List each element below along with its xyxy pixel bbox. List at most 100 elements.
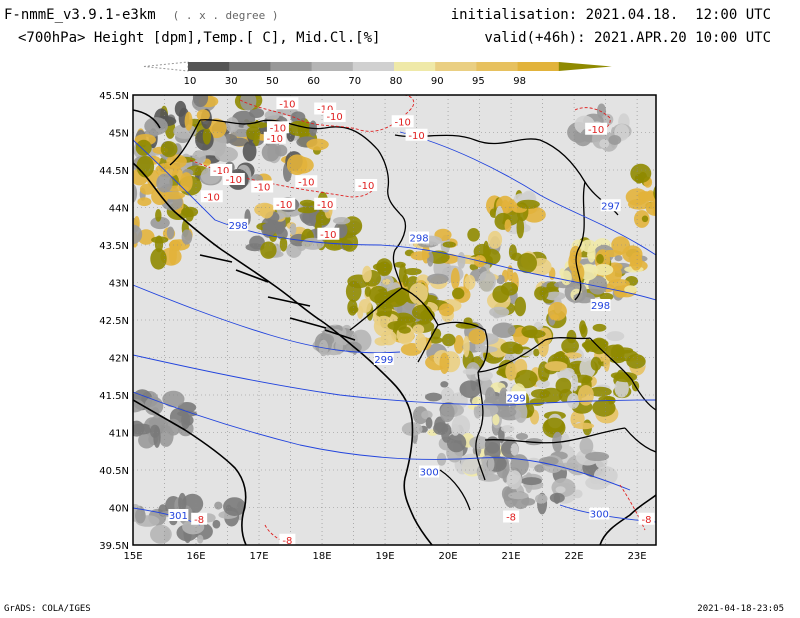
island-3 [267, 296, 311, 307]
longitude-label: 22E [565, 551, 584, 562]
longitude-label: 18E [313, 551, 332, 562]
temperature-contour-label: -10 [395, 117, 411, 128]
longitude-label: 21E [502, 551, 521, 562]
temperature-contour-label: -10 [326, 112, 342, 123]
cloud-cell [202, 127, 212, 145]
cloud-cell [212, 519, 221, 529]
cloud-cell [382, 278, 391, 285]
temp-label-bg [323, 110, 346, 122]
cloud-cell [214, 146, 238, 163]
cloud-cell [451, 424, 460, 436]
temperature-contour-label: -10 [588, 125, 604, 136]
cloud-cell [588, 275, 608, 295]
temp-label-bg [638, 512, 655, 525]
border-bulgaria-greece [589, 337, 656, 411]
island-2 [235, 269, 269, 283]
cloud-cell [150, 524, 172, 544]
cloud-cell [634, 210, 650, 228]
temperature-contour-label: -8 [506, 513, 516, 524]
cloud-cell [641, 215, 649, 223]
cloud-cell [181, 229, 193, 245]
cloud-cell [246, 126, 261, 140]
cloud-cell [535, 379, 550, 389]
temperature-contour-label: -10 [204, 192, 220, 203]
cloud-cell [136, 155, 155, 178]
cloud-cell [475, 402, 499, 417]
longitude-label: 20E [439, 551, 458, 562]
cloud-cell [487, 456, 495, 471]
cloud-cell [580, 324, 588, 338]
cloud-cell [409, 282, 428, 305]
latitude-label: 44.5N [99, 166, 129, 177]
colorbar-swatch [188, 62, 230, 71]
cloud-cell [592, 323, 607, 332]
footer-timestamp: 2021-04-18-23:05 [697, 604, 784, 614]
cloud-cell [364, 286, 372, 297]
latitude-label: 43N [109, 279, 129, 290]
cloud-cell [569, 245, 582, 265]
temp-label-bg [222, 173, 245, 185]
cloud-cell [166, 185, 190, 192]
cloud-cell [652, 208, 656, 216]
temperature-contour-label: -8 [194, 515, 204, 526]
cloud-cell [599, 292, 614, 301]
cloud-cell [242, 141, 257, 162]
cloud-cell [260, 241, 277, 259]
height-contour-label: 300 [420, 468, 439, 479]
cloud-cell [299, 199, 315, 207]
temp-label-bg [191, 512, 208, 525]
temp-label-bg [317, 227, 340, 240]
cloud-cell [403, 268, 422, 276]
cloud-cell [184, 111, 193, 131]
temp-label-bg [273, 197, 296, 210]
temperature-contour-label: -10 [298, 177, 314, 188]
border-montenegro [349, 287, 439, 363]
cloud-cell [347, 299, 358, 316]
temp-contour-minus10-middle [189, 159, 376, 198]
cloud-cell [539, 387, 563, 403]
temp-label-bg [391, 115, 414, 128]
cloud-cell [469, 436, 490, 450]
cloud-cell [450, 267, 460, 290]
border-bosnia-serbia [392, 213, 407, 289]
axis-labels: 45.5N 45N 44.5N 44N 43.5N 43N 42.5N 42N 41.5N 41N… [99, 91, 646, 562]
height-contour-label: 297 [601, 201, 620, 212]
cloud-cell [567, 393, 580, 409]
cloud-cell [289, 223, 297, 236]
cloud-cell [520, 477, 542, 486]
colorbar-label: 80 [390, 76, 403, 87]
cloud-cell [135, 508, 146, 524]
cloud-cell [516, 216, 525, 239]
cloud-cell [579, 263, 598, 281]
cloud-cell [442, 241, 456, 248]
cloud-cell [544, 291, 566, 301]
latitude-label: 43.5N [99, 241, 129, 252]
cloud-cell [144, 117, 168, 136]
cloud-cell [341, 233, 359, 252]
cloud-cell [467, 228, 480, 242]
colorbar-swatch [270, 62, 313, 71]
model-name: F-nmmE_v3.9.1-e3km [4, 7, 156, 23]
cloud-cell [463, 335, 470, 358]
longitude-label: 23E [628, 551, 647, 562]
cloud-cell [440, 403, 455, 423]
unit-note: ( . x . degree ) [172, 9, 279, 22]
cloud-cell [504, 219, 512, 232]
cloud-cell [534, 286, 549, 301]
colorbar-label: 50 [266, 76, 279, 87]
cloud-cell [441, 333, 456, 347]
cloud-cell [333, 217, 351, 225]
cloud-cell [427, 273, 449, 285]
cloud-cell [433, 422, 449, 435]
cloud-cell [638, 192, 656, 202]
cloud-cell [596, 254, 604, 264]
cloud-cell [622, 245, 643, 263]
cloud-cell [593, 264, 614, 276]
cloud-cell [452, 287, 465, 300]
cloud-cell [240, 95, 257, 111]
cloud-cell [508, 492, 529, 500]
cloud-cell [453, 335, 464, 354]
cloud-cell [510, 443, 519, 456]
colorbar-label: 90 [431, 76, 444, 87]
cloud-cell [566, 329, 577, 344]
